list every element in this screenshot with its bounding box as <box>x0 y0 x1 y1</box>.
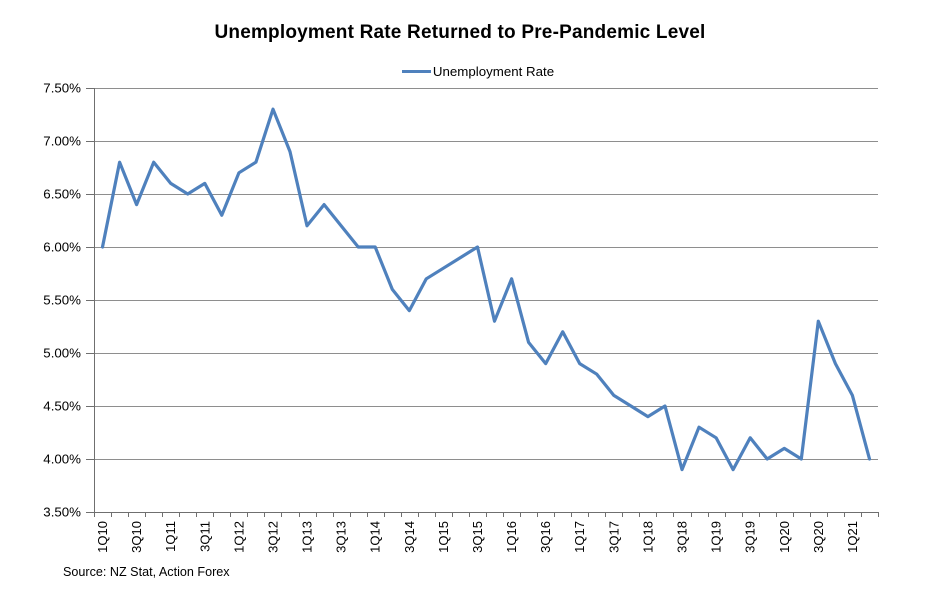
legend-label: Unemployment Rate <box>432 63 555 79</box>
x-tick-label: 3Q16 <box>538 521 553 553</box>
x-tick-label: 1Q20 <box>777 521 792 553</box>
x-tick-label: 1Q18 <box>640 521 655 553</box>
y-tick-label: 7.50% <box>43 81 81 96</box>
x-tick-label: 3Q17 <box>606 521 621 553</box>
x-tick-label: 3Q15 <box>470 521 485 553</box>
x-tick-label: 1Q17 <box>572 521 587 553</box>
x-tick-label: 3Q18 <box>675 521 690 553</box>
y-tick-label: 5.50% <box>43 293 81 308</box>
unemployment-rate-line <box>100 107 872 472</box>
y-tick-label: 6.00% <box>43 240 81 255</box>
legend: Unemployment Rate <box>0 62 941 80</box>
y-tick-label: 5.00% <box>43 346 81 361</box>
x-tick-label: 1Q16 <box>504 521 519 553</box>
x-tick-label: 1Q21 <box>845 521 860 553</box>
x-tick-label: 1Q19 <box>709 521 724 553</box>
chart-title: Unemployment Rate Returned to Pre-Pandem… <box>214 22 706 43</box>
x-tick-label: 3Q20 <box>811 521 826 553</box>
y-tick-label: 4.50% <box>43 399 81 414</box>
x-tick-label: 1Q13 <box>300 521 315 553</box>
y-tick-label: 4.00% <box>43 452 81 467</box>
y-tick-label: 3.50% <box>43 505 81 520</box>
x-tick-label: 1Q15 <box>436 521 451 553</box>
y-tick-label: 7.00% <box>43 134 81 149</box>
x-tick-label: 1Q12 <box>231 521 246 553</box>
source-note: Source: NZ Stat, Action Forex <box>63 565 230 579</box>
x-tick-label: 3Q14 <box>402 521 417 553</box>
x-tick-label: 1Q14 <box>368 521 383 553</box>
x-tick-label: 3Q10 <box>129 521 144 553</box>
x-tick-label: 1Q11 <box>163 521 178 552</box>
x-tick-label: 1Q10 <box>95 521 110 553</box>
x-tick-label: 3Q11 <box>197 521 212 552</box>
y-tick-label: 6.50% <box>43 187 81 202</box>
legend-line-swatch <box>401 69 431 73</box>
x-tick-label: 3Q19 <box>743 521 758 553</box>
x-tick-label: 3Q13 <box>334 521 349 553</box>
x-tick-label: 3Q12 <box>265 521 280 553</box>
